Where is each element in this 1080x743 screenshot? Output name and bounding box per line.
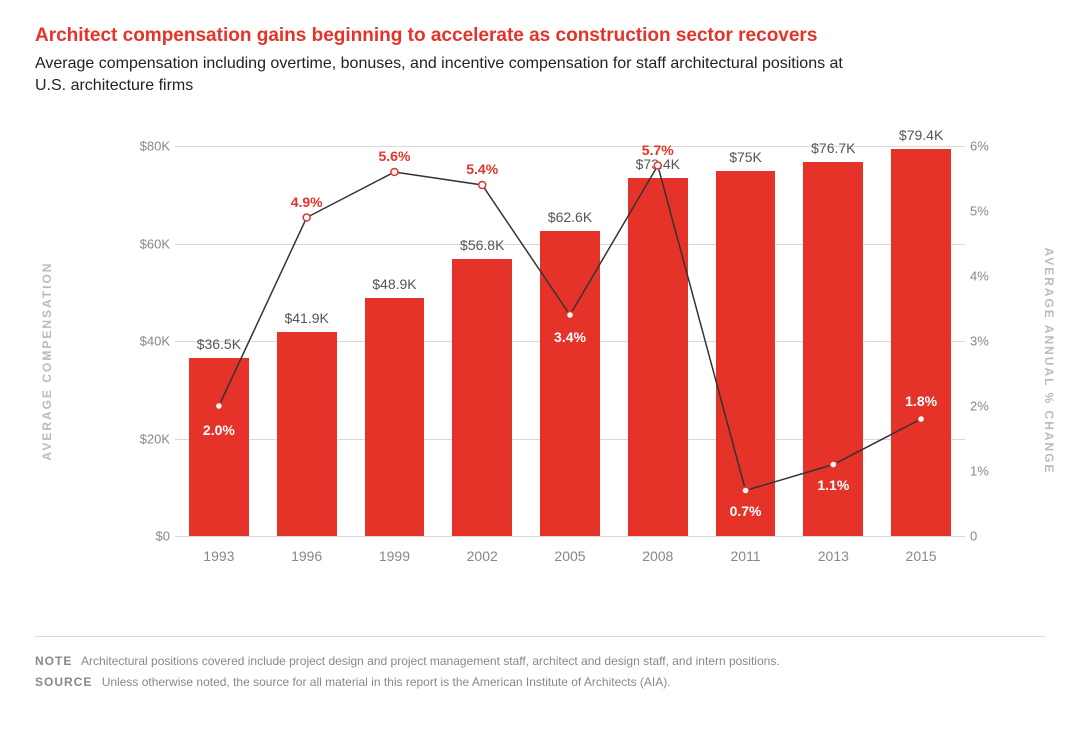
pct-change-label: 2.0% — [203, 422, 235, 438]
bar-value-label: $41.9K — [277, 310, 337, 326]
bar: $79.4K — [891, 149, 951, 536]
x-tick: 2015 — [906, 548, 937, 564]
y-right-tick: 5% — [970, 204, 1015, 219]
source-text: Unless otherwise noted, the source for a… — [102, 675, 671, 689]
pct-change-label: 5.7% — [642, 142, 674, 158]
bar-value-label: $73.4K — [628, 156, 688, 172]
bar: $56.8K — [452, 259, 512, 536]
pct-change-label: 5.6% — [378, 148, 410, 164]
y-axis-right-label: AVERAGE ANNUAL % CHANGE — [1042, 248, 1056, 475]
pct-change-label: 0.7% — [730, 503, 762, 519]
note-text: Architectural positions covered include … — [81, 654, 780, 668]
y-right-tick: 4% — [970, 269, 1015, 284]
bar-value-label: $79.4K — [891, 127, 951, 143]
chart-subtitle: Average compensation including overtime,… — [35, 53, 855, 96]
x-tick: 1996 — [291, 548, 322, 564]
y-left-tick: $60K — [120, 236, 170, 251]
y-left-tick: $20K — [120, 431, 170, 446]
pct-change-label: 3.4% — [554, 329, 586, 345]
pct-change-label: 5.4% — [466, 161, 498, 177]
source-label: SOURCE — [35, 675, 92, 689]
x-tick: 2002 — [467, 548, 498, 564]
y-left-tick: $80K — [120, 139, 170, 154]
note-label: NOTE — [35, 654, 72, 668]
bar: $41.9K — [277, 332, 337, 536]
bar: $36.5K — [189, 358, 249, 536]
y-right-tick: 1% — [970, 464, 1015, 479]
y-right-tick: 6% — [970, 139, 1015, 154]
chart-footer: NOTE Architectural positions covered inc… — [35, 636, 1045, 692]
plot-area: $0$20K$40K$60K$80K01%2%3%4%5%6%$36.5K199… — [135, 146, 1005, 536]
bar-value-label: $76.7K — [803, 140, 863, 156]
x-tick: 2005 — [554, 548, 585, 564]
bar-value-label: $36.5K — [189, 336, 249, 352]
bar: $73.4K — [628, 178, 688, 536]
x-tick: 1993 — [203, 548, 234, 564]
bar-value-label: $48.9K — [365, 276, 425, 292]
y-left-tick: $40K — [120, 334, 170, 349]
source-line: SOURCE Unless otherwise noted, the sourc… — [35, 672, 1045, 692]
y-right-tick: 3% — [970, 334, 1015, 349]
bar-value-label: $56.8K — [452, 237, 512, 253]
pct-change-label: 1.1% — [817, 477, 849, 493]
x-tick: 1999 — [379, 548, 410, 564]
y-right-tick: 2% — [970, 399, 1015, 414]
y-axis-left-label: AVERAGE COMPENSATION — [40, 262, 54, 461]
bar: $48.9K — [365, 298, 425, 536]
gridline — [175, 536, 965, 537]
x-tick: 2008 — [642, 548, 673, 564]
bar: $62.6K — [540, 231, 600, 536]
bar: $75K — [716, 171, 776, 537]
pct-change-label: 1.8% — [905, 393, 937, 409]
bar-value-label: $62.6K — [540, 209, 600, 225]
note-line: NOTE Architectural positions covered inc… — [35, 651, 1045, 671]
x-tick: 2013 — [818, 548, 849, 564]
chart-title: Architect compensation gains beginning t… — [35, 25, 1045, 47]
chart-container: AVERAGE COMPENSATION AVERAGE ANNUAL % CH… — [35, 126, 1045, 596]
y-right-tick: 0 — [970, 529, 1015, 544]
y-left-tick: $0 — [120, 529, 170, 544]
pct-change-label: 4.9% — [291, 194, 323, 210]
x-tick: 2011 — [730, 548, 760, 564]
bar-value-label: $75K — [716, 149, 776, 165]
